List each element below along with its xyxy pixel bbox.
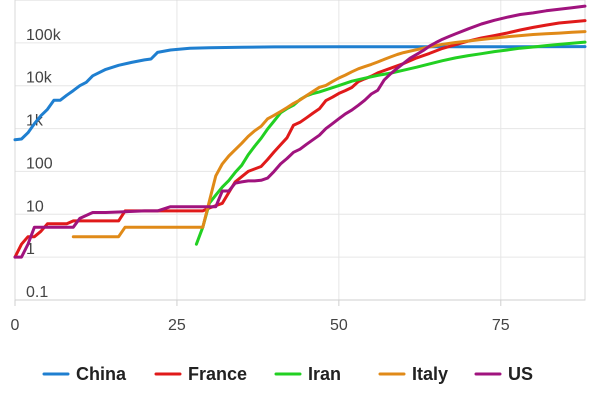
y-tick-label: 10 bbox=[26, 198, 44, 215]
series-line-iran bbox=[194, 40, 587, 246]
x-tick-label: 25 bbox=[168, 317, 186, 334]
y-tick-label: 0.1 bbox=[26, 284, 48, 301]
y-tick-label: 100k bbox=[26, 27, 62, 44]
legend-label: China bbox=[76, 364, 127, 384]
legend-label: Italy bbox=[412, 364, 448, 384]
legend-label: US bbox=[508, 364, 533, 384]
legend-label: France bbox=[188, 364, 247, 384]
legend-item-italy[interactable]: Italy bbox=[378, 364, 448, 384]
legend-item-france[interactable]: France bbox=[154, 364, 247, 384]
legend-item-china[interactable]: China bbox=[42, 364, 127, 384]
x-tick-label: 50 bbox=[330, 317, 348, 334]
y-tick-label: 100 bbox=[26, 155, 53, 172]
series-line-china bbox=[13, 45, 587, 142]
x-axis-ticks: 0 25 50 75 bbox=[11, 300, 510, 334]
legend-label: Iran bbox=[308, 364, 341, 384]
series-lines bbox=[13, 4, 587, 259]
series-line-france bbox=[13, 19, 587, 259]
legend-item-us[interactable]: US bbox=[474, 364, 533, 384]
series-line-us bbox=[13, 4, 587, 259]
legend-item-iran[interactable]: Iran bbox=[274, 364, 341, 384]
y-tick-label: 1 bbox=[26, 241, 35, 258]
y-tick-label: 10k bbox=[26, 70, 53, 87]
legend[interactable]: China France Iran Italy US bbox=[42, 364, 533, 384]
x-tick-label: 0 bbox=[11, 317, 20, 334]
series-line-italy bbox=[71, 30, 587, 239]
x-tick-label: 75 bbox=[492, 317, 510, 334]
